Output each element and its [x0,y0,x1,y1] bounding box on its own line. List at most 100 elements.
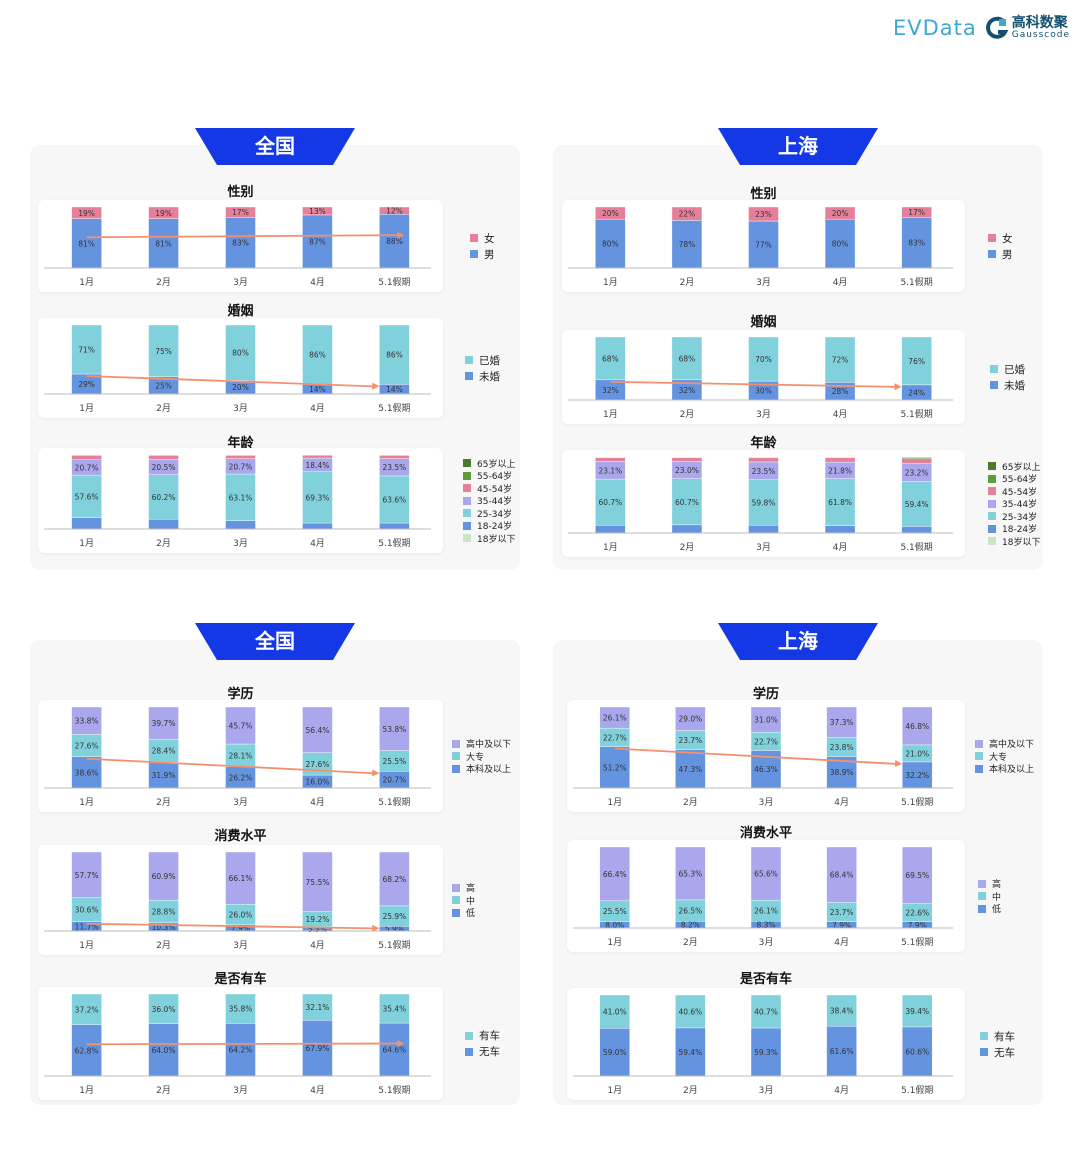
bar-segment [379,522,410,530]
data-label: 81% [78,239,95,248]
x-tick-label: 5.1假期 [378,403,410,414]
legend-label: 55-64岁 [477,472,513,482]
x-tick-label: 2月 [156,538,171,549]
legend-item: 已婚 [465,352,500,368]
legend-item: 45-54岁 [988,485,1040,498]
region-banner: 全国 [195,128,355,165]
bar-segment [148,324,179,377]
data-label: 87% [309,237,326,246]
data-label: 57.7% [75,871,99,880]
x-tick-label: 4月 [310,403,325,414]
data-label: 63.6% [382,495,406,504]
bar-segment [748,457,779,463]
data-label: 18.4% [306,461,330,470]
x-tick-label: 1月 [79,1085,94,1096]
bar-segment [71,706,102,735]
bar-segment [824,478,856,526]
data-label: 17% [232,208,249,217]
legend-item: 无车 [465,1044,500,1060]
bar-segment [750,706,782,733]
data-label: 20.7% [229,462,253,471]
data-label: 12% [386,207,403,216]
chart-card: 29% 71% 1月 25% 75% 2月 20% 80% 3月 14% 86% 4月 14% 86% 5.… [38,318,443,418]
bar-segment [71,517,102,530]
bar-segment [671,220,703,269]
trend-arrow-head [894,383,902,391]
region-banner: 上海 [718,623,878,660]
x-tick-label: 3月 [756,409,771,420]
data-label: 68.2% [382,875,406,884]
bar-segment [671,457,703,462]
x-tick-label: 2月 [156,1085,171,1096]
bar-segment [599,846,630,902]
data-label: 23.7% [830,908,854,917]
banner-shape [195,623,355,660]
legend-swatch [463,484,471,492]
bar-segment [225,455,256,459]
bar-segment [671,478,703,526]
data-label: 38.4% [830,1007,854,1016]
data-label: 46.8% [905,722,929,731]
data-label: 33.8% [75,717,99,726]
chart-legend: 高中及以下 大专 本科及以上 [975,737,1034,775]
bar-segment [71,993,102,1025]
data-label: 60.6% [905,1047,929,1056]
chart-title: 性别 [750,187,777,202]
bar-segment [225,520,256,530]
x-tick-label: 3月 [759,797,774,808]
legend-swatch [465,1047,473,1056]
chart-legend: 65岁以上 55-64岁 45-54岁 35-44岁 25-34岁 18-24岁 18岁以下 [988,460,1040,548]
data-label: 80% [602,240,619,249]
data-label: 83% [232,239,249,248]
x-tick-label: 5.1假期 [901,937,933,948]
legend-label: 大专 [989,752,1008,763]
data-label: 61.8% [828,498,852,507]
x-tick-label: 4月 [834,797,849,808]
banner-label: 上海 [778,629,818,653]
legend-label: 无车 [479,1046,500,1058]
legend-item: 女 [470,230,495,246]
bar-segment [599,746,630,789]
legend-swatch [978,879,986,888]
bar-segment [225,851,256,905]
legend-item: 本科及以上 [975,762,1034,775]
data-label: 77% [755,241,772,250]
data-label: 29.0% [678,715,702,724]
data-label: 35.8% [229,1005,253,1014]
bar-segment [379,851,410,907]
x-tick-label: 1月 [79,940,94,951]
legend-label: 35-44岁 [477,497,513,507]
chart-legend: 女男 [988,230,1013,262]
trend-arrow-line [86,1042,399,1046]
x-tick-label: 5.1假期 [378,538,410,549]
x-tick-label: 2月 [156,940,171,951]
data-label: 27.6% [306,760,330,769]
data-label: 75% [155,347,172,356]
banner-shape [718,128,878,165]
stacked-bar-chart: 29% 71% 1月 25% 75% 2月 20% 80% 3月 14% 86% 4月 14% 86% 5.… [44,324,431,414]
chart-title: 年龄 [227,436,254,451]
legend-item: 大专 [452,750,511,763]
data-label: 60.2% [152,493,176,502]
data-label: 83% [908,239,925,248]
legend-swatch [975,739,983,748]
banner-shape [718,623,878,660]
data-label: 21.8% [828,466,852,475]
data-label: 59.4% [678,1048,702,1057]
data-label: 40.7% [754,1007,778,1016]
legend-swatch [975,764,983,773]
bar-segment [599,994,630,1029]
chart-title: 年龄 [750,436,777,451]
data-label: 11.7% [75,922,99,931]
x-tick-label: 2月 [683,1085,698,1096]
trend-arrow-head [372,924,380,932]
data-label: 68% [602,354,619,363]
legend-item: 18岁以下 [988,535,1040,548]
bar-segment [148,761,179,789]
chart-title: 是否有车 [739,972,792,987]
legend-item: 男 [988,246,1013,262]
data-label: 75.5% [306,878,330,887]
chart-card: 81% 19% 1月 81% 19% 2月 83% 17% 3月 87% 13% 4月 88% 12% 5.… [38,200,443,292]
trend-arrow-head [372,382,380,390]
legend-label: 有车 [994,1030,1015,1043]
